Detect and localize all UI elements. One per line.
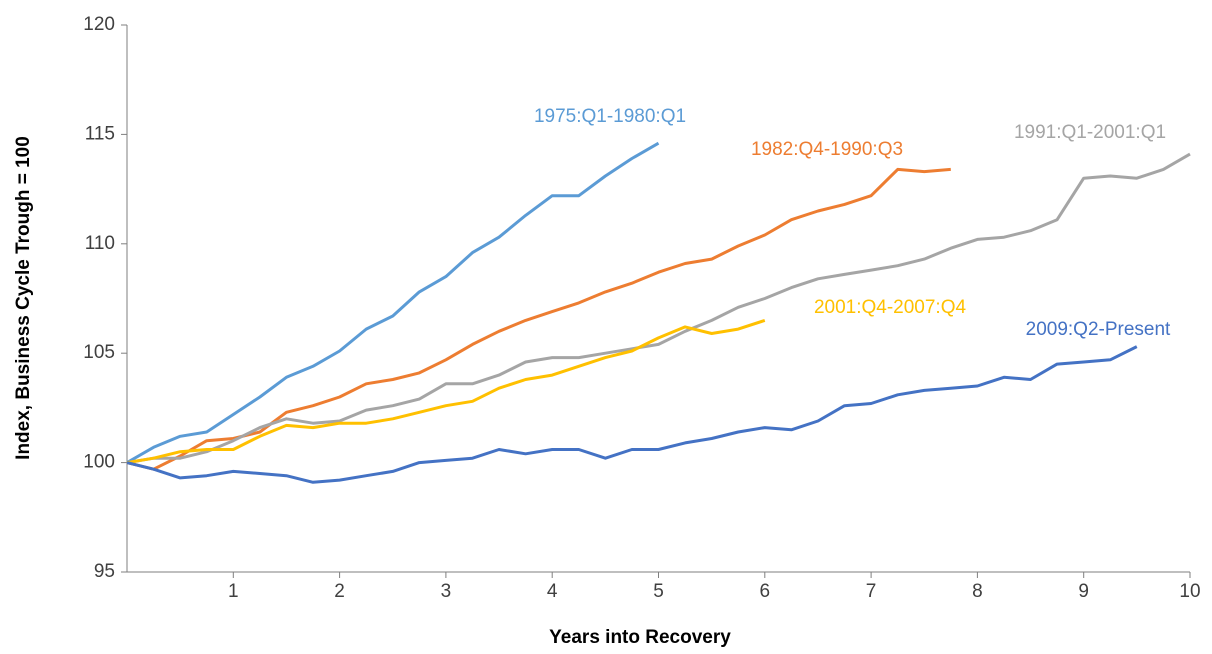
x-tick-label: 6 xyxy=(760,581,771,602)
x-tick-label: 10 xyxy=(1179,581,1200,602)
x-tick-label: 7 xyxy=(866,581,877,602)
x-tick-label: 9 xyxy=(1078,581,1089,602)
y-tick-label: 120 xyxy=(83,14,115,35)
series-line xyxy=(126,318,766,465)
series-label: 1982:Q4-1990:Q3 xyxy=(751,139,903,160)
x-tick-label: 3 xyxy=(441,581,452,602)
series-label: 1975:Q1-1980:Q1 xyxy=(534,106,686,127)
x-tick-label: 5 xyxy=(653,581,664,602)
y-tick-label: 115 xyxy=(85,123,115,144)
series-label: 2009:Q2-Present xyxy=(1026,319,1171,340)
y-tick-label: 105 xyxy=(83,342,115,363)
y-tick-label: 95 xyxy=(94,561,115,582)
x-tick-label: 2 xyxy=(334,581,345,602)
series-line xyxy=(126,345,1138,484)
series-line xyxy=(126,152,1191,465)
y-tick-label: 110 xyxy=(85,233,115,254)
series-label: 1991:Q1-2001:Q1 xyxy=(1014,122,1166,143)
x-tick-label: 8 xyxy=(972,581,983,602)
x-tick-label: 1 xyxy=(228,581,239,602)
y-axis-title: Index, Business Cycle Trough = 100 xyxy=(13,136,34,460)
series-label: 2001:Q4-2007:Q4 xyxy=(814,297,967,318)
series-line xyxy=(126,167,951,471)
x-tick-label: 4 xyxy=(547,581,558,602)
y-tick-label: 100 xyxy=(83,452,115,473)
series-line xyxy=(126,141,660,464)
x-axis-title: Years into Recovery xyxy=(549,627,731,648)
